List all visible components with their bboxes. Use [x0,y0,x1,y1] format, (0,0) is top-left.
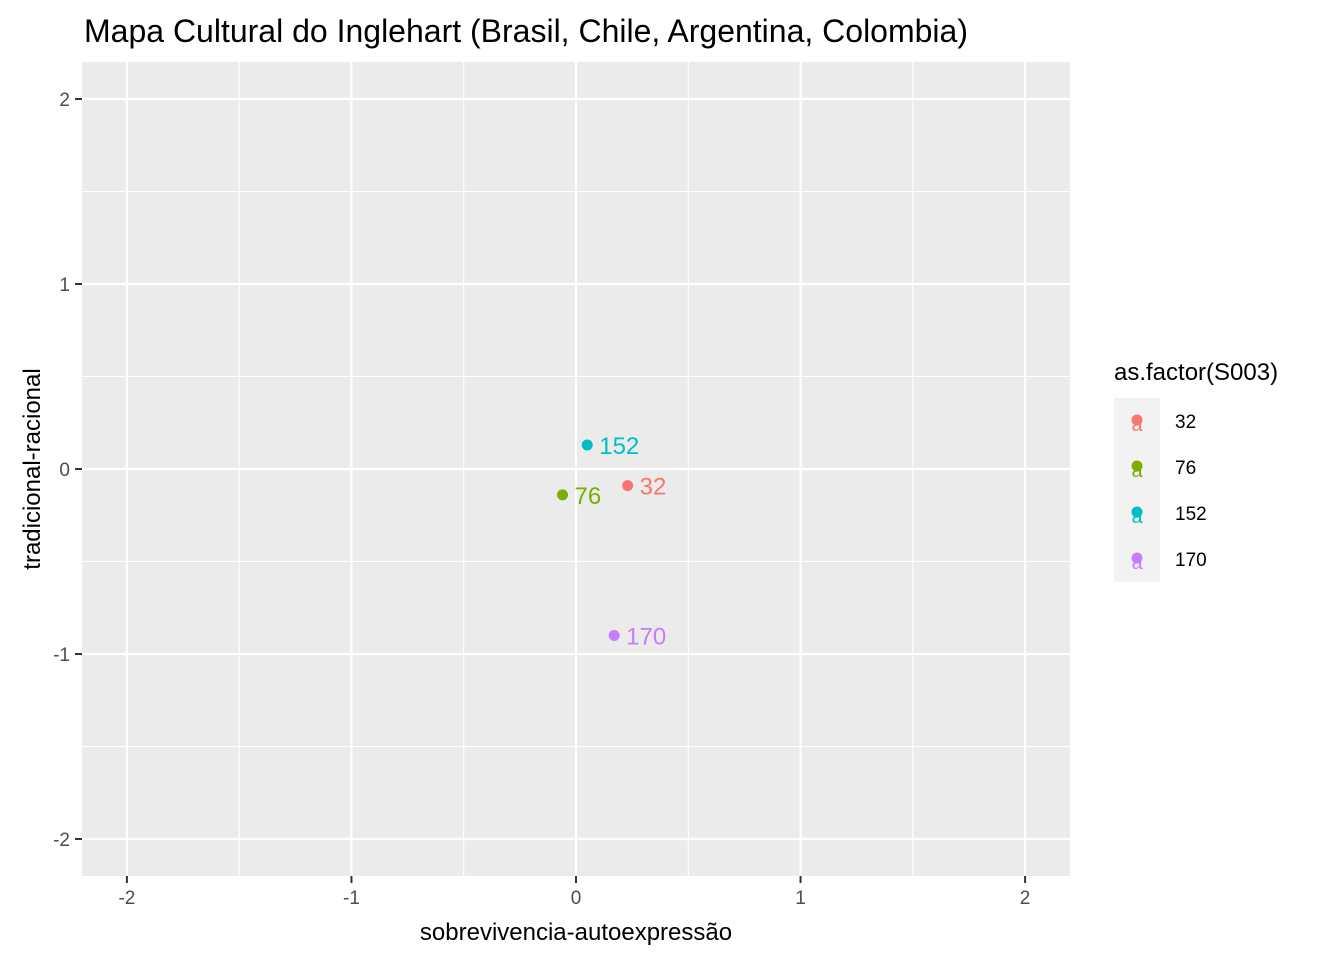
legend-label-170: 170 [1175,550,1207,571]
point-label-170: 170 [626,624,666,651]
legend-key-point [1131,552,1143,564]
point-label-76: 76 [575,483,602,510]
legend-label-152: 152 [1175,504,1207,525]
data-point-170 [608,630,620,641]
legend-key-point [1131,460,1143,472]
y-axis-title: tradicional-racional [19,368,46,569]
legend-title: as.factor(S003) [1114,359,1278,386]
x-tick-label: 2 [1020,888,1031,909]
legend-key-glyph: a [1131,414,1143,436]
x-axis-title: sobrevivencia-autoexpressão [420,919,732,946]
major-gridlines [82,62,1070,876]
x-tick-label: -1 [343,888,360,909]
point-label-32: 32 [640,474,667,501]
y-tick-label: 1 [59,275,70,296]
legend-label-76: 76 [1175,458,1196,479]
y-tick-label: -2 [53,830,70,851]
x-tick-label: 1 [795,888,806,909]
y-tick-label: 0 [59,460,70,481]
x-tick-label: -2 [118,888,135,909]
chart-title: Mapa Cultural do Inglehart (Brasil, Chil… [84,13,968,49]
legend: as.factor(S003) a 32 a 76 a 152 a 170 [1114,359,1278,582]
y-axis: -2 -1 0 1 2 [53,90,82,851]
legend-key-glyph: a [1131,460,1143,482]
legend-key-glyph: a [1131,506,1143,528]
y-tick-label: 2 [59,90,70,111]
x-axis: -2 -1 0 1 2 [118,876,1030,909]
data-points: 32 76 152 170 [557,433,666,651]
data-point-152 [581,439,593,451]
x-tick-label: 0 [571,888,582,909]
data-point-76 [557,489,569,501]
legend-label-32: 32 [1175,412,1196,433]
legend-key-glyph: a [1131,552,1143,574]
legend-key-point [1131,414,1143,426]
data-point-32 [622,480,634,492]
legend-key-point [1131,506,1143,518]
point-label-152: 152 [599,433,639,460]
y-tick-label: -1 [53,645,70,666]
